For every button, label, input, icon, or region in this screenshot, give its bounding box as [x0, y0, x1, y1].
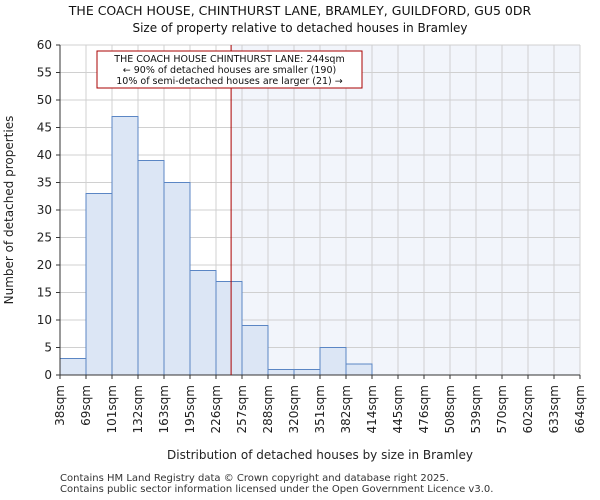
- annotation-line: 10% of semi-detached houses are larger (…: [116, 76, 343, 87]
- y-tick-label: 60: [37, 38, 52, 52]
- x-tick-label: 476sqm: [417, 385, 431, 433]
- annotation-box: [96, 50, 363, 89]
- histogram-bar: [215, 281, 243, 376]
- x-tick-label: 163sqm: [157, 385, 171, 433]
- histogram-bar: [163, 182, 191, 376]
- y-tick-label: 35: [37, 176, 52, 190]
- x-tick-label: 633sqm: [547, 385, 561, 433]
- y-axis-label: Number of detached properties: [2, 116, 16, 305]
- annotation-line: THE COACH HOUSE CHINTHURST LANE: 244sqm: [113, 54, 344, 65]
- histogram-bar: [319, 347, 347, 376]
- footer-copyright: Contains HM Land Registry data © Crown c…: [60, 473, 449, 484]
- y-tick-label: 55: [37, 66, 52, 80]
- histogram-bar: [293, 369, 321, 376]
- plot-area: 0 5 10 15 20 25 30 35 40 45 50 55 60 38sqm 69sqm 101sqm…: [37, 38, 587, 433]
- histogram-bar: [267, 369, 295, 376]
- y-tick-label: 10: [37, 313, 52, 327]
- y-tick-label: 15: [37, 286, 52, 300]
- y-tick-label: 30: [37, 203, 52, 217]
- chart-subtitle: Size of property relative to detached ho…: [132, 21, 467, 35]
- x-tick-label: 195sqm: [183, 385, 197, 433]
- x-tick-label: 320sqm: [287, 385, 301, 433]
- x-tick-label: 351sqm: [313, 385, 327, 433]
- x-tick-label: 602sqm: [521, 385, 535, 433]
- x-tick-label: 664sqm: [573, 385, 587, 433]
- x-tick-label: 570sqm: [495, 385, 509, 433]
- y-tick-label: 45: [37, 121, 52, 135]
- histogram-bar: [111, 116, 139, 376]
- x-tick-label: 539sqm: [469, 385, 483, 433]
- x-tick-label: 382sqm: [339, 385, 353, 433]
- y-tick-label: 5: [44, 341, 52, 355]
- x-tick-label: 257sqm: [235, 385, 249, 433]
- histogram-bar: [85, 193, 113, 376]
- chart-title: THE COACH HOUSE, CHINTHURST LANE, BRAMLE…: [68, 3, 532, 18]
- histogram-bar: [241, 325, 269, 376]
- x-tick-label: 69sqm: [79, 385, 93, 426]
- histogram-bar: [137, 160, 165, 376]
- histogram-bar: [189, 270, 217, 376]
- y-tick-label: 50: [37, 93, 52, 107]
- x-tick-label: 445sqm: [391, 385, 405, 433]
- x-tick-label: 288sqm: [261, 385, 275, 433]
- x-tick-label: 101sqm: [105, 385, 119, 433]
- x-tick-label: 38sqm: [53, 385, 67, 426]
- y-tick-label: 0: [44, 368, 52, 382]
- y-tick-label: 40: [37, 148, 52, 162]
- histogram-bar: [59, 358, 87, 376]
- x-tick-label: 226sqm: [209, 385, 223, 433]
- x-tick-label: 508sqm: [443, 385, 457, 433]
- footer-licence: Contains public sector information licen…: [60, 484, 494, 495]
- y-tick-label: 20: [37, 258, 52, 272]
- y-tick-label: 25: [37, 231, 52, 245]
- x-tick-label: 414sqm: [365, 385, 379, 433]
- x-tick-label: 132sqm: [131, 385, 145, 433]
- x-axis-label: Distribution of detached houses by size …: [167, 448, 473, 462]
- annotation-line: ← 90% of detached houses are smaller (19…: [123, 65, 336, 76]
- histogram-bar: [345, 363, 373, 376]
